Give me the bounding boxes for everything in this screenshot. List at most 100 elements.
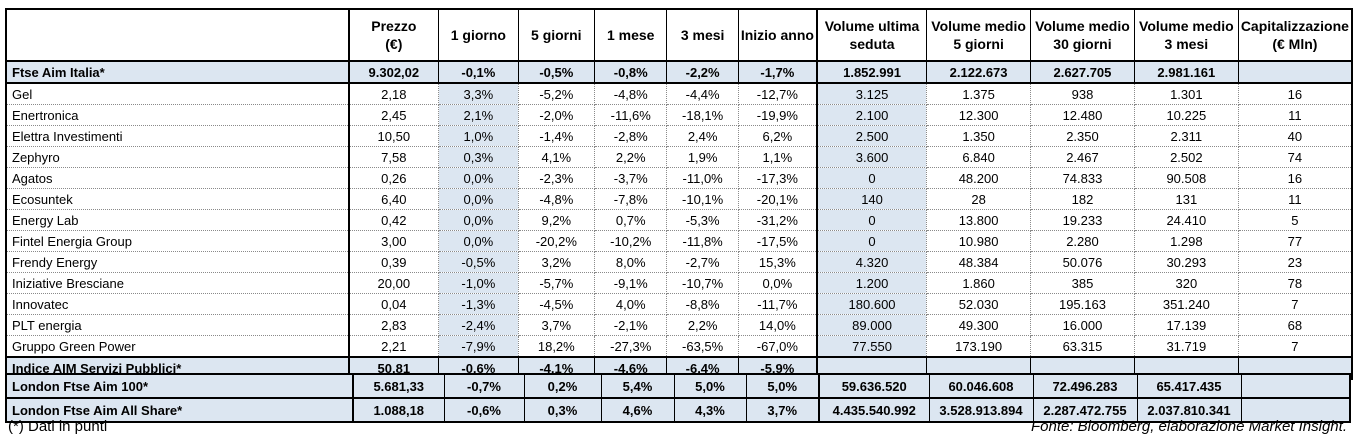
value-cell: 5,0% <box>673 373 747 399</box>
value-cell: 48.384 <box>926 251 1032 273</box>
value-cell: 10,50 <box>348 125 440 147</box>
instrument-name: London Ftse Aim All Share* <box>5 397 354 423</box>
value-cell: 0,0% <box>438 209 519 231</box>
value-cell: -10,1% <box>666 188 739 210</box>
header-name-column <box>5 8 350 62</box>
value-cell: 78 <box>1237 272 1353 294</box>
instrument-name: Zephyro <box>5 146 350 168</box>
value-cell: -11,7% <box>737 293 818 315</box>
value-cell: -0,1% <box>438 60 519 84</box>
value-cell: 12.300 <box>926 104 1032 126</box>
value-cell: 2,83 <box>348 314 440 336</box>
value-cell: 1,0% <box>438 125 519 147</box>
value-cell: 4,0% <box>594 293 668 315</box>
value-cell: 2.280 <box>1030 230 1135 252</box>
value-cell: 16 <box>1237 167 1353 189</box>
table-row: Innovatec 0,04 -1,3% -4,5% 4,0% -8,8% -11,7% 18… <box>5 293 1353 315</box>
value-cell: 1.375 <box>926 82 1032 105</box>
value-cell: -2,8% <box>594 125 668 147</box>
value-cell: 23 <box>1237 251 1353 273</box>
value-cell: -0,5% <box>438 251 519 273</box>
value-cell: 16 <box>1237 82 1353 105</box>
value-cell: -4,8% <box>517 188 596 210</box>
value-cell: -11,8% <box>666 230 739 252</box>
value-cell: 3,7% <box>745 397 820 423</box>
value-cell: -63,5% <box>666 335 739 358</box>
value-cell: 7 <box>1237 293 1353 315</box>
value-cell: 3,7% <box>517 314 596 336</box>
value-cell: 0,3% <box>523 397 602 423</box>
value-cell: -10,7% <box>666 272 739 294</box>
value-cell: -3,7% <box>594 167 668 189</box>
points-footnote: (*) Dati in punti <box>8 418 108 435</box>
value-cell: -2,1% <box>594 314 668 336</box>
value-cell <box>1237 60 1353 84</box>
table-row: Zephyro 7,58 0,3% 4,1% 2,2% 1,9% 1,1% 3.600 6.84… <box>5 146 1353 168</box>
value-cell: 0 <box>815 230 928 252</box>
value-cell: 2,4% <box>666 125 739 147</box>
value-cell: 3.600 <box>815 146 928 168</box>
instrument-name: Elettra Investimenti <box>5 125 350 147</box>
header-volume-ultima-seduta: Volume ultima seduta <box>815 8 928 62</box>
value-cell: -5,3% <box>666 209 739 231</box>
value-cell: 6,2% <box>737 125 818 147</box>
value-cell: 3,2% <box>517 251 596 273</box>
value-cell: 2.287.472.755 <box>1032 397 1138 423</box>
value-cell: 3,00 <box>348 230 440 252</box>
value-cell: 0,3% <box>438 146 519 168</box>
value-cell: 0,26 <box>348 167 440 189</box>
value-cell: 68 <box>1237 314 1353 336</box>
table-row: Fintel Energia Group 3,00 0,0% -20,2% -10,2%… <box>5 230 1353 252</box>
header-volume-medio-5-giorni: Volume medio 5 giorni <box>926 8 1032 62</box>
value-cell: -1,0% <box>438 272 519 294</box>
value-cell: 63.315 <box>1030 335 1135 358</box>
value-cell: -1,4% <box>517 125 596 147</box>
value-cell: 65.417.435 <box>1136 373 1242 399</box>
table-row: Ecosuntek 6,40 0,0% -4,8% -7,8% -10,1% -20,1% 1… <box>5 188 1353 210</box>
value-cell: -1,3% <box>438 293 519 315</box>
value-cell: 0,0% <box>438 167 519 189</box>
header-1-mese: 1 mese <box>594 8 668 62</box>
value-cell: -5,7% <box>517 272 596 294</box>
value-cell: 20,00 <box>348 272 440 294</box>
value-cell: 2,1% <box>438 104 519 126</box>
value-cell: -2,3% <box>517 167 596 189</box>
value-cell: -4,8% <box>594 82 668 105</box>
instrument-name: Fintel Energia Group <box>5 230 350 252</box>
value-cell: 49.300 <box>926 314 1032 336</box>
value-cell: -4,4% <box>666 82 739 105</box>
value-cell: 28 <box>926 188 1032 210</box>
value-cell: 2,2% <box>594 146 668 168</box>
instrument-name: Iniziative Bresciane <box>5 272 350 294</box>
instrument-name: PLT energia <box>5 314 350 336</box>
value-cell: 2,2% <box>666 314 739 336</box>
value-cell: 131 <box>1133 188 1239 210</box>
value-cell: 4.435.540.992 <box>818 397 930 423</box>
table-row: Gruppo Green Power 2,21 -7,9% 18,2% -27,3% -6… <box>5 335 1353 358</box>
value-cell: -7,9% <box>438 335 519 358</box>
footnote-row: (*) Dati in punti Fonte: Bloomberg, elab… <box>8 418 1347 435</box>
value-cell: 2,21 <box>348 335 440 358</box>
table-row: Ftse Aim Italia* 9.302,02 -0,1% -0,5% -0,8% -… <box>5 60 1353 84</box>
value-cell: 0,39 <box>348 251 440 273</box>
value-cell: 11 <box>1237 104 1353 126</box>
value-cell: 1,9% <box>666 146 739 168</box>
value-cell: 351.240 <box>1133 293 1239 315</box>
value-cell: -27,3% <box>594 335 668 358</box>
instrument-name: Innovatec <box>5 293 350 315</box>
value-cell: 320 <box>1133 272 1239 294</box>
aim-italia-table: Prezzo (€) 1 giorno 5 giorni 1 mese 3 mes… <box>5 8 1353 380</box>
value-cell: 1.852.991 <box>815 60 928 84</box>
instrument-name: Ecosuntek <box>5 188 350 210</box>
value-cell: -19,9% <box>737 104 818 126</box>
value-cell: -0,5% <box>517 60 596 84</box>
value-cell: -18,1% <box>666 104 739 126</box>
value-cell: -67,0% <box>737 335 818 358</box>
header-5-giorni: 5 giorni <box>517 8 596 62</box>
value-cell: 2.350 <box>1030 125 1135 147</box>
value-cell: -0,6% <box>443 397 525 423</box>
value-cell: 5,0% <box>745 373 820 399</box>
value-cell: 2.467 <box>1030 146 1135 168</box>
value-cell: -0,8% <box>594 60 668 84</box>
value-cell: 2.122.673 <box>926 60 1032 84</box>
